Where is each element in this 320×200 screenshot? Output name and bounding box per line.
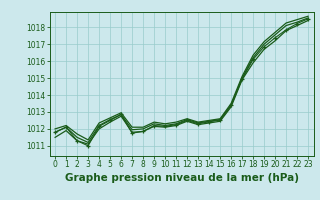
X-axis label: Graphe pression niveau de la mer (hPa): Graphe pression niveau de la mer (hPa) [65, 173, 299, 183]
